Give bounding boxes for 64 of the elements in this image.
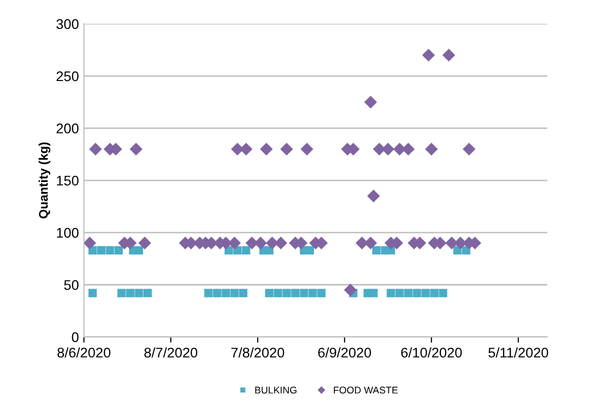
point [274, 288, 282, 298]
point [395, 288, 404, 298]
point [421, 288, 430, 298]
point [308, 288, 317, 298]
point [364, 96, 377, 108]
point [300, 142, 314, 156]
y-tick-label: 200 [56, 124, 79, 134]
point [412, 288, 422, 298]
x-tick-label: 8/7/2020 [144, 347, 198, 358]
point [106, 246, 114, 254]
point [282, 288, 291, 298]
x-tick-label: 6/10/2020 [401, 347, 462, 358]
point [242, 246, 250, 254]
y-tick-label: 300 [56, 19, 79, 30]
point [372, 142, 386, 156]
point [134, 246, 144, 254]
y-tick-label: 0 [72, 332, 79, 342]
point [306, 246, 314, 254]
point [114, 246, 123, 254]
y-axis-title: Quantity (kg) [38, 142, 50, 218]
point [425, 142, 438, 156]
y-tick-label: 150 [56, 176, 79, 186]
point [404, 288, 412, 298]
point [430, 288, 438, 298]
x-tick-label: 6/9/2020 [318, 347, 372, 358]
point [239, 288, 248, 298]
point [344, 284, 357, 296]
x-tick-label: 8/6/2020 [57, 347, 110, 358]
point [84, 236, 96, 250]
y-tick-label: 50 [64, 280, 79, 290]
point [442, 48, 456, 62]
point [117, 288, 126, 298]
x-tick-label: 7/8/2020 [231, 347, 284, 358]
point [422, 48, 435, 62]
point [138, 236, 152, 250]
point [369, 288, 378, 298]
point [204, 288, 213, 298]
point [212, 288, 222, 298]
y-tick-label: 250 [56, 71, 79, 82]
y-tick-label: 100 [56, 228, 79, 238]
point [317, 288, 326, 298]
point [300, 288, 308, 298]
point [130, 142, 142, 156]
point [126, 288, 134, 298]
point [143, 288, 152, 298]
point [462, 142, 476, 156]
point [230, 288, 239, 298]
point [372, 246, 381, 254]
point [89, 142, 102, 156]
point [265, 288, 274, 298]
point [280, 142, 294, 156]
point [134, 288, 144, 298]
point [402, 142, 415, 156]
x-tick-label: 5/11/2020 [488, 347, 548, 358]
point [260, 142, 273, 156]
point [291, 288, 300, 298]
point [222, 288, 230, 298]
point [88, 288, 97, 298]
point [97, 246, 106, 254]
point [386, 288, 396, 298]
point [367, 190, 380, 202]
legend-label: BULKING [255, 386, 296, 394]
point [438, 288, 448, 298]
legend-label: FOOD WASTE [334, 386, 398, 394]
